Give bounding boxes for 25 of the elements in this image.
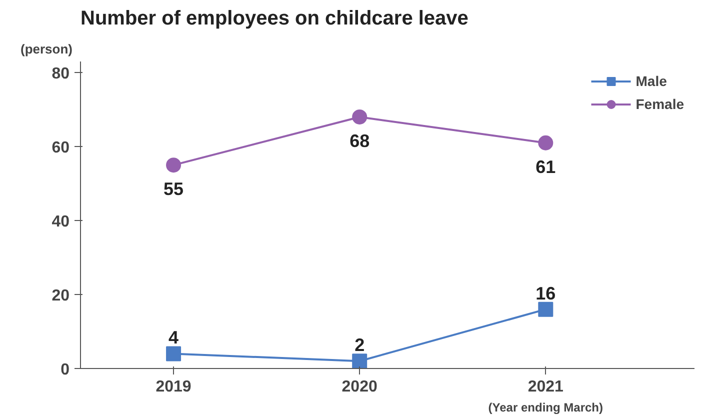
legend-label: Female: [636, 96, 684, 112]
point: [166, 346, 182, 362]
x-tick-label: 2019: [156, 378, 192, 396]
point: [352, 109, 368, 124]
x-tick-label: 2021: [528, 378, 564, 396]
y-tick-label: 40: [52, 214, 70, 231]
legend-label: Male: [636, 73, 667, 89]
text: (Year ending March): [488, 400, 604, 414]
data-label: 4: [168, 328, 179, 348]
y-tick-label: 60: [52, 140, 70, 157]
x-tick-label: 2020: [342, 378, 378, 396]
chart-title: Number of employees on childcare leave: [80, 8, 468, 30]
y-tick-label: 20: [52, 288, 70, 305]
point: [166, 158, 182, 173]
point: [538, 135, 554, 150]
data-label: 61: [536, 156, 556, 177]
data-label: 2: [354, 335, 365, 356]
y-tick-label: 0: [60, 362, 70, 378]
y-tick-label: 80: [52, 66, 70, 83]
data-label: 16: [536, 283, 556, 304]
data-label: 55: [164, 179, 184, 200]
point: [352, 354, 368, 368]
data-label: 68: [350, 130, 370, 151]
point: [538, 302, 554, 317]
y-axis-title: (person): [20, 42, 72, 56]
